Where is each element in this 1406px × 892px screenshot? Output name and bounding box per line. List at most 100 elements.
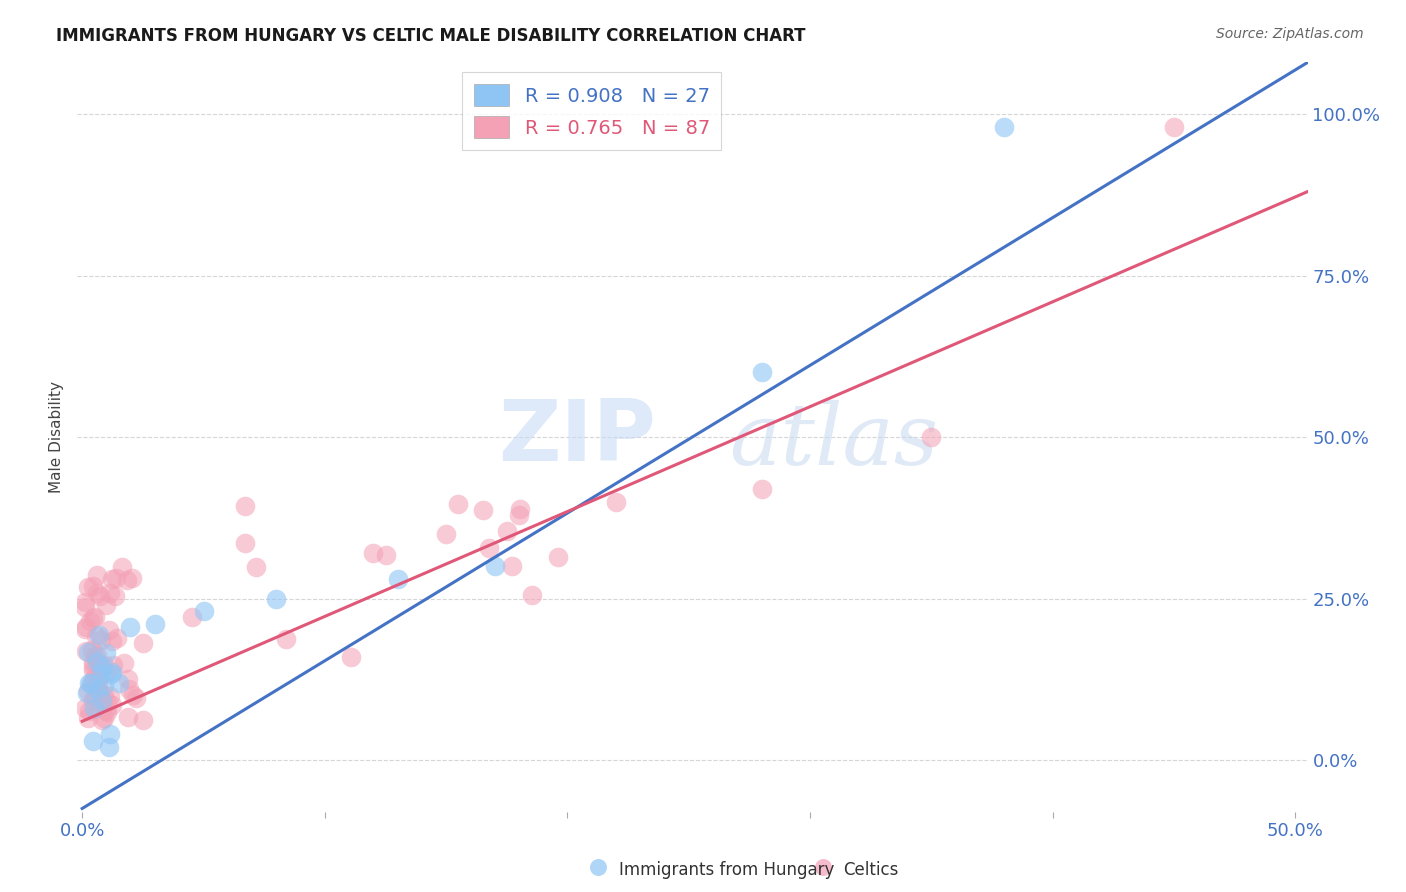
Point [84,649,107,664]
Point [79,614,101,628]
Point [86,585,108,599]
Point [82,655,104,669]
Point [547,550,569,565]
Point [80,643,103,657]
Point [83,700,105,714]
Point [920,430,942,444]
Point [97,740,120,755]
Point [100,667,122,681]
Point [76,686,98,700]
Point [375,548,398,562]
Point [111,560,134,574]
Point [101,698,124,712]
Point [87,657,110,671]
Point [339,649,361,664]
Point [509,501,531,516]
Point [86,568,108,582]
Point [112,656,135,670]
Point [80,676,103,690]
Point [274,632,297,647]
Text: Immigrants from Hungary: Immigrants from Hungary [619,861,834,879]
Point [94,703,117,717]
Point [73,595,96,609]
Text: Source: ZipAtlas.com: Source: ZipAtlas.com [1216,27,1364,41]
Point [245,560,267,574]
Point [181,609,204,624]
Point [86,655,108,669]
Point [93,711,115,725]
Point [471,503,494,517]
Point [363,546,385,560]
Point [103,658,125,673]
Point [93,689,115,703]
Point [90,693,112,707]
Point [484,559,506,574]
Point [104,589,127,603]
Point [75,644,97,658]
Point [434,527,457,541]
Point [132,636,155,650]
Point [478,541,501,556]
Point [83,671,105,685]
Point [751,482,773,496]
Point [75,620,97,634]
Point [96,598,118,612]
Text: Celtics: Celtics [844,861,898,879]
Point [118,682,141,697]
Point [90,696,112,710]
Point [121,571,143,585]
Point [233,499,256,513]
Point [101,665,124,679]
Point [86,648,108,662]
Point [93,678,115,692]
Point [98,586,121,600]
Point [117,672,139,686]
Point [90,632,112,647]
Point [496,524,519,538]
Point [89,686,111,700]
Point [522,588,544,602]
Text: IMMIGRANTS FROM HUNGARY VS CELTIC MALE DISABILITY CORRELATION CHART: IMMIGRANTS FROM HUNGARY VS CELTIC MALE D… [56,27,806,45]
Point [82,693,104,707]
Point [84,610,107,624]
Point [993,120,1015,134]
Point [86,681,108,696]
Point [447,496,470,510]
Point [82,659,104,673]
Point [77,580,100,594]
Text: ZIP: ZIP [498,395,655,479]
Point [76,684,98,698]
Point [101,572,124,586]
Point [97,623,120,637]
Point [132,713,155,727]
Text: atlas: atlas [730,400,938,483]
Point [508,508,530,522]
Point [193,605,215,619]
Point [86,678,108,692]
Point [87,671,110,685]
Point [1163,120,1185,134]
Point [143,617,166,632]
Point [89,589,111,603]
Point [98,727,121,741]
Point [105,571,128,585]
Point [82,733,104,747]
Point [82,579,104,593]
Point [82,663,104,677]
Point [73,701,96,715]
Point [98,689,121,703]
Point [84,629,107,643]
Point [501,558,523,573]
Point [96,665,118,680]
Point [73,600,96,615]
Point [122,688,145,702]
Point [93,658,115,673]
Point [84,690,107,704]
Point [233,536,256,550]
Point [811,860,834,874]
Point [77,710,100,724]
Point [87,628,110,642]
Point [387,572,409,586]
Point [90,665,112,680]
Point [586,860,609,874]
